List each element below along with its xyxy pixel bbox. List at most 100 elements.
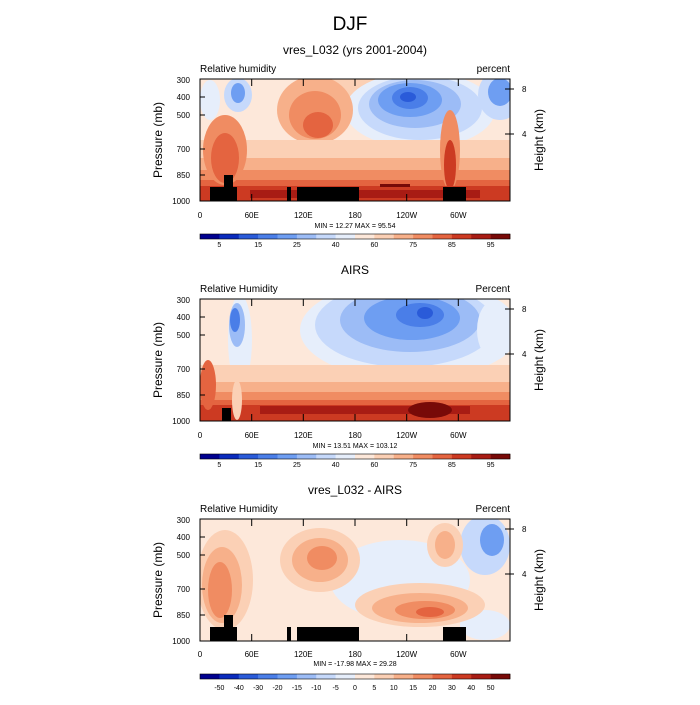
y-tick-label: 500 [177,111,191,120]
colorbar-swatch [335,234,356,239]
y-tick-label: 700 [177,365,191,374]
panel-difference: vres_L032 - AIRS Relative Humidity Perce… [151,483,546,692]
colorbar-swatch [200,234,220,239]
colorbar-swatch [335,674,356,679]
stats-text: MIN = -17.98 MAX = 29.28 [313,661,396,668]
colorbar-tick-label: 85 [448,242,456,249]
panel-title: vres_L032 - AIRS [308,483,402,497]
panel-left-label: Relative Humidity [200,504,278,515]
colorbar-tick-label: 85 [448,462,456,469]
y2-axis-label: Height (km) [532,329,546,391]
y-tick-label: 300 [177,296,191,305]
colorbar-tick-label: 40 [332,242,340,249]
y-tick-label: 300 [177,76,191,85]
x-axis: 0 60E 120E 180 120W 60W [198,299,467,440]
y-axis-left: 300 400 500 700 850 1000 Pressure (mb) [151,516,205,646]
y-tick-label: 400 [177,313,191,322]
colorbar-swatch [335,454,356,459]
colorbar-swatch [490,674,511,679]
colorbar-tick-label: -40 [234,685,244,692]
colorbar-tick-label: 25 [293,462,301,469]
colorbar-swatch [238,234,259,239]
y-tick-label: 850 [177,611,191,620]
colorbar-swatch [238,454,259,459]
colorbar-swatch [432,454,453,459]
colorbar-tick-label: 5 [372,685,376,692]
y-tick-label: 400 [177,93,191,102]
colorbar-swatch [490,454,511,459]
panel-right-label: Percent [476,504,511,515]
colorbar-tick-label: 40 [467,685,475,692]
colorbar-tick-label: 60 [370,242,378,249]
panel-left-label: Relative humidity [200,64,276,75]
y-tick-label: 400 [177,533,191,542]
colorbar-tick-label: 5 [217,242,221,249]
y-axis-right: 8 4 Height (km) [505,85,546,171]
colorbar-swatch [238,674,259,679]
colorbar-tick-label: 10 [390,685,398,692]
y-tick-label: 700 [177,145,191,154]
colorbar-frame [199,233,511,240]
colorbar-tick-label: -50 [214,685,224,692]
colorbar-swatch [296,674,317,679]
colorbar-swatch [296,454,317,459]
y-tick-label: 300 [177,516,191,525]
y-tick-label: 500 [177,551,191,560]
colorbar-tick-label: -30 [253,685,263,692]
colorbar-tick-label: -15 [292,685,302,692]
y-axis-right: 8 4 Height (km) [505,305,546,391]
x-tick-label: 0 [198,211,203,220]
x-tick-label: 180 [348,211,362,220]
colorbar-tick-label: 0 [353,685,357,692]
colorbar-swatch [413,454,433,459]
colorbar-tick-label: 75 [409,242,417,249]
x-tick-label: 0 [198,431,203,440]
colorbar-swatch [471,234,491,239]
colorbar-tick-label: -10 [311,685,321,692]
x-tick-label: 180 [348,650,362,659]
colorbar-swatch [355,454,375,459]
x-tick-label: 120E [294,211,313,220]
colorbar-swatch [374,234,395,239]
panel-title: AIRS [341,263,369,277]
y2-tick-label: 4 [522,130,527,139]
panel-observations: AIRS Relative Humidity Percent [151,263,546,469]
y-tick-label: 1000 [172,197,190,206]
x-tick-label: 60E [245,211,259,220]
y2-tick-label: 8 [522,305,527,314]
colorbar-swatch [258,674,278,679]
stats-text: MIN = 12.27 MAX = 95.54 [315,223,396,230]
colorbar-swatch [200,674,220,679]
colorbar-swatch [277,454,298,459]
colorbar-swatch [316,454,336,459]
y2-axis-label: Height (km) [532,109,546,171]
y2-tick-label: 8 [522,525,527,534]
y2-axis-label: Height (km) [532,549,546,611]
panel-right-label: percent [477,64,511,75]
colorbar-swatch [219,454,240,459]
colorbar-swatch [316,674,336,679]
x-tick-label: 120W [396,431,417,440]
colorbar-tick-label: 50 [487,685,495,692]
y-axis-right: 8 4 Height (km) [505,525,546,611]
x-tick-label: 120W [396,211,417,220]
y-tick-label: 1000 [172,417,190,426]
colorbar-tick-label: 15 [254,242,262,249]
colorbar-swatch [393,674,414,679]
colorbar: -50 -40 -30 -20 -15 -10 -5 0 5 10 15 20 30 40 50 [199,673,511,692]
colorbar-swatch [355,674,375,679]
y-tick-label: 1000 [172,637,190,646]
terrain-mask [210,615,466,641]
colorbar-frame [199,673,511,680]
colorbar-swatch [471,674,491,679]
colorbar-swatch [219,234,240,239]
panel-left-label: Relative Humidity [200,284,278,295]
contour-field [200,299,510,421]
y-axis-label: Pressure (mb) [151,542,165,618]
colorbar-swatch [258,454,278,459]
terrain-mask [210,175,466,201]
y2-tick-label: 4 [522,570,527,579]
colorbar-tick-label: 75 [409,462,417,469]
figure-title: DJF [333,14,368,35]
